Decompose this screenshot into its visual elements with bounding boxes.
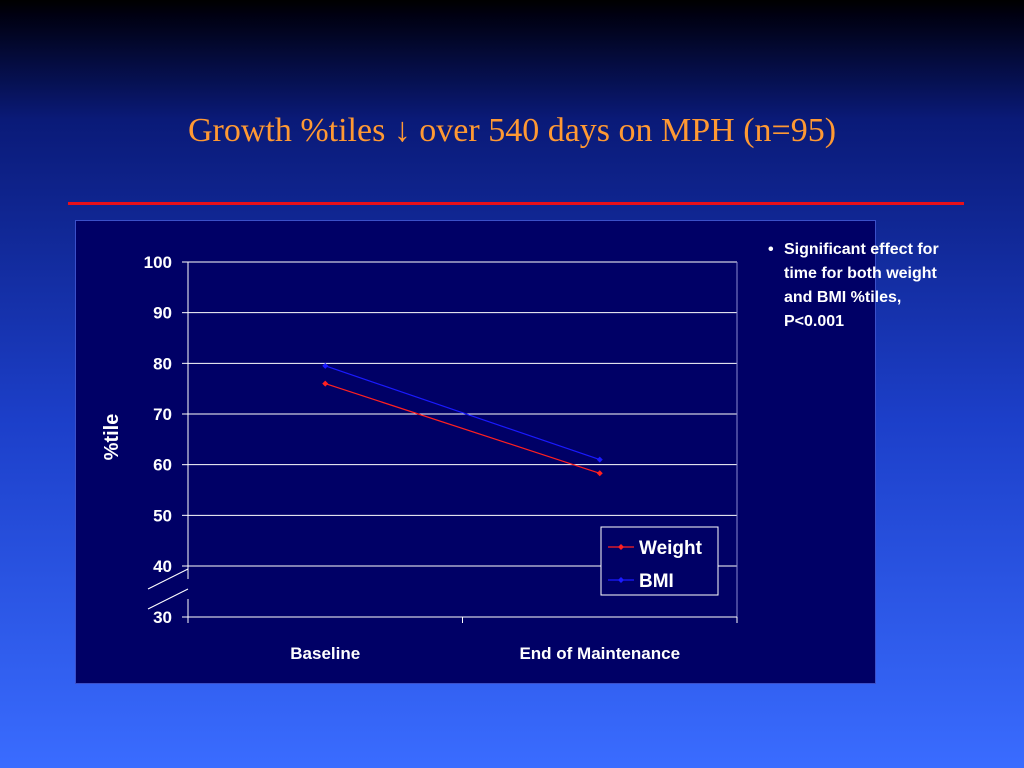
data-point-bmi [596, 456, 603, 463]
x-tick-label: Baseline [290, 644, 360, 663]
legend-label-bmi: BMI [639, 571, 674, 592]
x-axis-tick-labels: Baseline End of Maintenance [290, 644, 680, 663]
slide-title: Growth %tiles ↓ over 540 days on MPH (n=… [187, 112, 837, 149]
legend-marker-bmi [618, 577, 624, 583]
axis-break-marks [147, 568, 192, 610]
series-layer [322, 362, 603, 477]
legend-box [600, 526, 719, 596]
y-tick-label: 30 [153, 608, 172, 627]
data-point-bmi [322, 362, 329, 369]
data-point-weight [596, 470, 603, 477]
legend: Weight BMI [600, 526, 719, 596]
chart-panel: 30 40 50 60 70 80 90 100 Baseline End of Mainten… [75, 220, 876, 684]
title-divider [68, 202, 964, 205]
y-axis-tick-labels: 30 40 50 60 70 80 90 100 [144, 253, 172, 627]
y-tick-label: 100 [144, 253, 172, 272]
axis-break-slash [147, 568, 189, 590]
y-tick-label: 90 [153, 304, 172, 323]
y-tick-label: 80 [153, 354, 172, 373]
series-line-bmi [325, 365, 600, 461]
y-tick-label: 50 [153, 506, 172, 525]
note-text: Significant effect for time for both wei… [784, 241, 939, 330]
axis-break-slash [147, 588, 189, 610]
significance-note: • Significant effect for time for both w… [768, 238, 958, 334]
axes [182, 261, 738, 623]
note-bullet: • [768, 241, 774, 258]
y-axis-title: %tile [101, 414, 123, 461]
y-tick-label: 60 [153, 456, 172, 475]
y-tick-label: 70 [153, 405, 172, 424]
data-point-weight [322, 380, 329, 387]
legend-label-weight: Weight [639, 538, 703, 559]
legend-marker-weight [618, 544, 624, 550]
x-tick-label: End of Maintenance [519, 644, 680, 663]
line-chart: 30 40 50 60 70 80 90 100 Baseline End of Mainten… [101, 253, 738, 663]
y-tick-label: 40 [153, 557, 172, 576]
grid-lines [188, 261, 737, 567]
series-line-weight [325, 383, 600, 474]
